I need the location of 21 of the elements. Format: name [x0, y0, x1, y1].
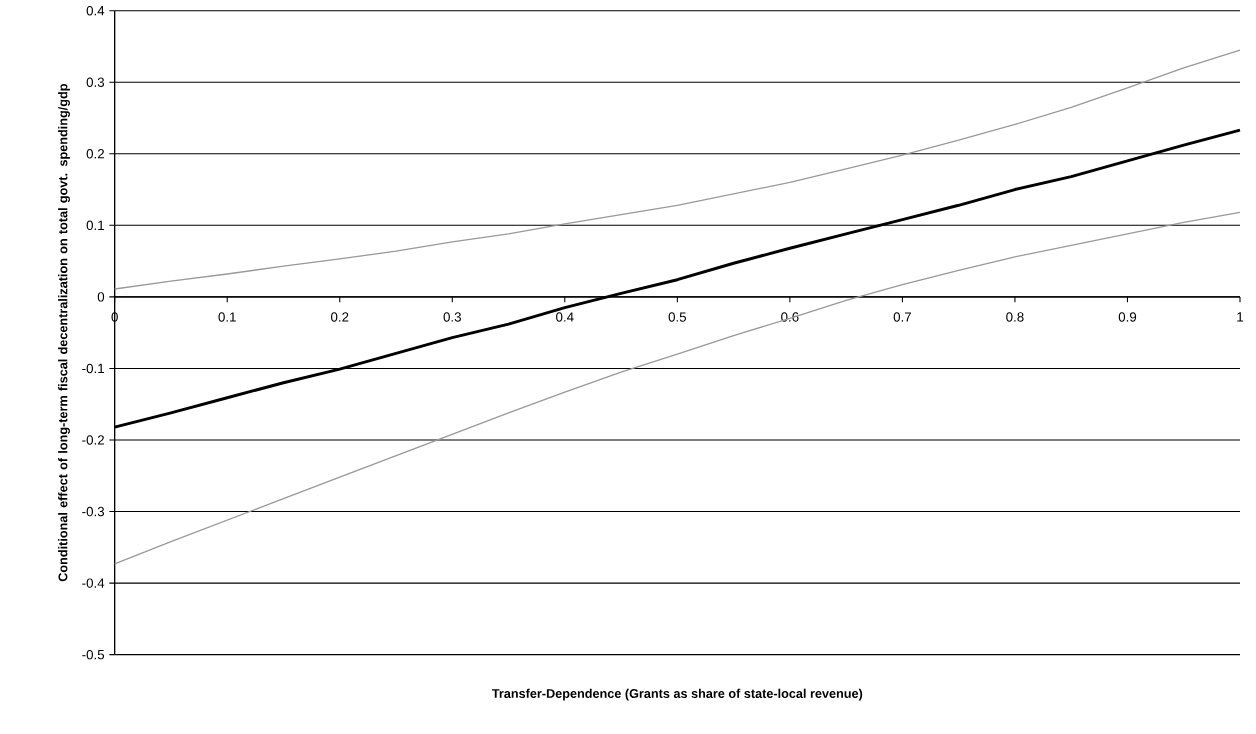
y-tick-label: 0.2	[86, 149, 104, 159]
y-tick-label: 0.3	[86, 77, 105, 87]
y-tick-label: 0.1	[86, 220, 104, 231]
x-tick-label: 0.3	[443, 312, 461, 322]
x-tick-label: 0.9	[1118, 312, 1137, 322]
y-tick-label: -0.4	[82, 578, 105, 588]
y-tick-label: 0	[97, 292, 105, 302]
x-tick-label: 0.4	[556, 312, 574, 322]
x-tick-label: 0.7	[893, 312, 912, 322]
x-tick-label: 0.8	[1006, 312, 1024, 322]
x-axis-title: Transfer-Dependence (Grants as share of state-local revenue)	[492, 688, 863, 701]
x-tick-label: 0.2	[331, 312, 349, 322]
y-tick-label: -0.2	[82, 435, 104, 445]
y-tick-label: 0.4	[86, 5, 105, 16]
y-axis-title: Conditional effect of long-term fiscal decentralization on total govt. spending/gdp	[58, 84, 70, 582]
x-tick-label: 0.1	[218, 312, 236, 322]
x-tick-label: 0.5	[668, 312, 687, 322]
y-tick-label: -0.3	[82, 506, 105, 517]
y-tick-label: -0.5	[82, 649, 105, 660]
y-tick-label: -0.1	[82, 363, 104, 374]
x-tick-label: 1	[1237, 312, 1244, 322]
